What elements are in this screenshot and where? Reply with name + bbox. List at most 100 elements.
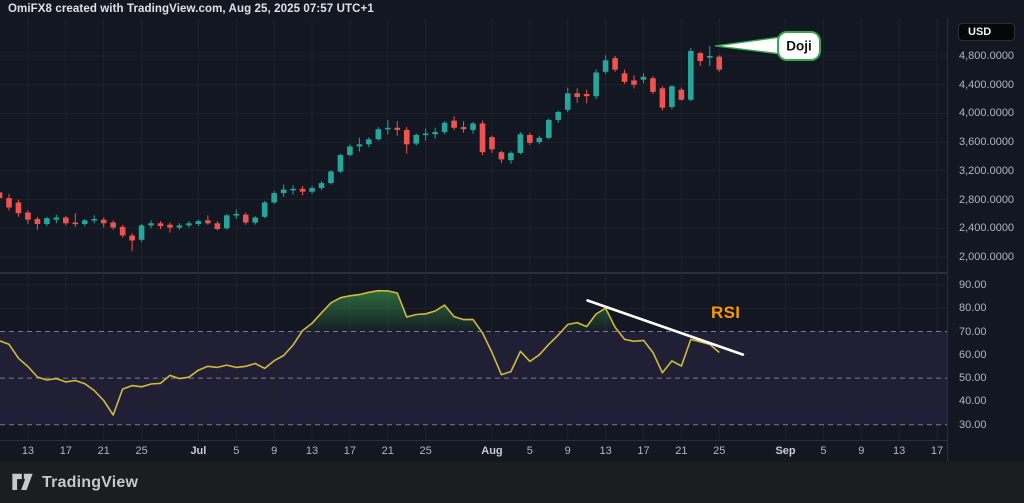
- time-axis-label: 9: [858, 445, 865, 457]
- candle-body: [432, 132, 438, 135]
- candle-body: [659, 88, 666, 108]
- candle-body: [186, 223, 192, 226]
- time-axis-label: 21: [97, 445, 110, 457]
- rsi-line: [0, 289, 720, 416]
- time-scale[interactable]: 13 17 21 25 Jul 5 9 13 17 21 25 Aug 5 9 13 17 21 25 Sep 5 9 1…: [0, 440, 1024, 462]
- rsi-axis-label: 40.00: [959, 395, 987, 408]
- candle-body: [271, 193, 277, 203]
- candle-body: [63, 217, 69, 224]
- candle-body: [669, 86, 675, 107]
- candle-body: [337, 155, 344, 172]
- candle-body: [91, 218, 98, 221]
- candle-body: [716, 56, 723, 70]
- candles-layer[interactable]: [0, 45, 723, 252]
- time-axis-label: 5: [233, 445, 240, 457]
- time-axis-label: 17: [930, 445, 944, 457]
- time-axis-label: 25: [713, 445, 726, 457]
- time-axis-label: 13: [599, 445, 612, 457]
- candle-body: [195, 221, 202, 224]
- candle-body: [470, 123, 476, 130]
- candle-body: [100, 219, 107, 224]
- time-axis-label: 13: [305, 445, 319, 457]
- price-axis-label: 4,400.0000: [959, 78, 1015, 91]
- footer-bar: TradingView: [0, 462, 1024, 503]
- time-axis-label: Sep: [775, 445, 796, 457]
- tradingview-logo-icon: [11, 472, 34, 493]
- candle-body: [129, 235, 135, 241]
- candle-body: [583, 94, 590, 97]
- candle-body: [593, 72, 599, 97]
- candle-body: [631, 80, 637, 85]
- candle-body: [574, 93, 580, 97]
- candle-body: [650, 78, 656, 92]
- candle-body: [318, 183, 325, 189]
- candle-body: [299, 188, 306, 192]
- candle-body: [167, 224, 173, 228]
- callout-tail: [714, 36, 782, 55]
- candle-body: [261, 202, 268, 217]
- candle-body: [176, 225, 183, 228]
- rsi-trendline[interactable]: [586, 299, 745, 356]
- candle-body: [621, 73, 628, 82]
- time-axis-label: 21: [675, 445, 688, 457]
- candle-body: [6, 198, 12, 208]
- candle-body: [479, 123, 486, 153]
- candle-body: [252, 217, 259, 223]
- candle-body: [441, 122, 448, 133]
- candle-body: [366, 139, 372, 145]
- time-axis-label: 17: [59, 445, 72, 457]
- price-axis-label: 2,400.0000: [959, 222, 1015, 235]
- time-axis-label: 5: [820, 445, 827, 457]
- candle-body: [403, 129, 410, 145]
- candle-body: [25, 212, 31, 220]
- rsi-axis-label: 70.00: [959, 325, 987, 338]
- candle-body: [205, 220, 211, 224]
- candle-body: [81, 220, 88, 224]
- time-axis-label: 13: [893, 445, 906, 457]
- attribution-text: OmiFX8 created with TradingView.com, Aug…: [8, 3, 374, 15]
- price-axis-label: 2,800.0000: [959, 193, 1015, 206]
- candle-body: [375, 129, 382, 140]
- candle-body: [706, 56, 713, 58]
- candle-body: [555, 111, 562, 120]
- candle-body: [545, 119, 552, 138]
- candle-body: [697, 53, 704, 62]
- candle-body: [280, 189, 287, 194]
- rsi-overbought-fill: [0, 290, 720, 332]
- candle-body: [612, 58, 618, 70]
- candle-body: [688, 50, 694, 100]
- pane-separator[interactable]: [0, 272, 1024, 274]
- candle-body: [385, 127, 391, 130]
- candle-body: [157, 223, 164, 227]
- candle-body: [15, 202, 22, 214]
- rsi-axis-label: 80.00: [959, 302, 987, 315]
- tradingview-logo[interactable]: TradingView: [11, 472, 138, 493]
- price-axis-label: 4,000.0000: [959, 107, 1015, 120]
- candle-body: [489, 137, 495, 150]
- candle-body: [460, 127, 467, 130]
- candle-body: [498, 152, 505, 160]
- candle-body: [110, 222, 116, 228]
- time-axis-label: 9: [271, 445, 278, 457]
- price-scale[interactable]: USD 4,800.0000 4,400.0000 4,000.0000 3,600.…: [947, 18, 1024, 461]
- candle-body: [640, 76, 647, 80]
- candle-body: [527, 134, 533, 143]
- candle-body: [290, 188, 296, 191]
- time-axis-label: 25: [135, 445, 148, 457]
- candle-body: [0, 192, 3, 199]
- doji-callout-label: Doji: [786, 39, 812, 54]
- candle-body: [72, 222, 79, 225]
- candle-body: [602, 60, 609, 72]
- rsi-axis-label: 50.00: [959, 372, 987, 385]
- doji-callout[interactable]: [777, 31, 821, 61]
- rsi-indicator-label: RSI: [711, 303, 741, 322]
- candle-body: [356, 144, 363, 147]
- candle-body: [564, 93, 571, 110]
- time-axis-label: 21: [381, 445, 394, 457]
- candle-body: [34, 218, 41, 224]
- candle-body: [119, 226, 126, 236]
- price-axis-label: 3,600.0000: [959, 136, 1015, 149]
- rsi-axis-label: 30.00: [959, 418, 987, 431]
